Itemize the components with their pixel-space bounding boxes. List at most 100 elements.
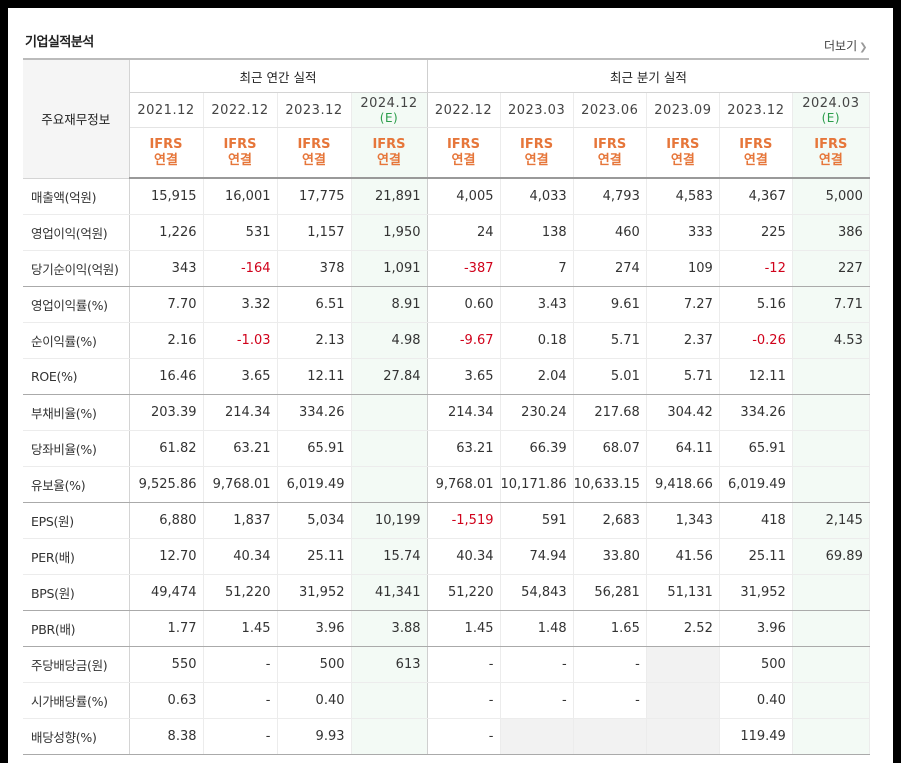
period-header: 2023.06	[573, 92, 647, 128]
table-cell: 109	[646, 250, 720, 287]
more-label: 더보기	[824, 39, 858, 53]
table-cell	[573, 718, 647, 755]
table-row: EPS(원) 6,880 1,837 5,034 10,199 -1,519 591 2,68…	[23, 502, 870, 539]
period-header: 2023.12	[277, 92, 352, 128]
table-cell: 3.32	[203, 286, 278, 323]
table-cell: -164	[203, 250, 278, 287]
table-cell: 0.18	[500, 322, 574, 359]
period-label: 2023.12	[727, 102, 785, 118]
row-label: 매출액(억원)	[23, 178, 130, 215]
row-label: 영업이익(억원)	[23, 214, 130, 251]
table-cell: 15,915	[129, 178, 204, 215]
table-cell: 6,019.49	[277, 466, 352, 503]
table-cell	[646, 718, 720, 755]
table-cell: 2,683	[573, 502, 647, 539]
table-cell: 378	[277, 250, 352, 287]
estimate-marker: (E)	[379, 110, 399, 125]
standard-consolidated: 연결	[743, 152, 768, 168]
more-link[interactable]: 더보기 ❯	[824, 37, 868, 54]
table-cell: 12.11	[719, 358, 793, 395]
table-cell: 3.43	[500, 286, 574, 323]
table-row: 순이익률(%) 2.16 -1.03 2.13 4.98 -9.67 0.18 5.71 2.3…	[23, 322, 870, 359]
table-cell: 3.96	[277, 610, 352, 647]
standard-consolidated: 연결	[818, 152, 843, 168]
table-cell: 386	[792, 214, 870, 251]
table-cell: 1,950	[351, 214, 428, 251]
standard-ifrs: IFRS	[149, 136, 183, 152]
table-cell: 203.39	[129, 394, 204, 431]
table-cell	[646, 646, 720, 683]
row-label: EPS(원)	[23, 502, 130, 539]
table-cell: 4,793	[573, 178, 647, 215]
table-cell: 66.39	[500, 430, 574, 467]
table-cell: -1.03	[203, 322, 278, 359]
table-cell: 51,131	[646, 574, 720, 611]
table-cell: 227	[792, 250, 870, 287]
row-label: PER(배)	[23, 538, 130, 575]
row-label: BPS(원)	[23, 574, 130, 611]
table-cell: 49,474	[129, 574, 204, 611]
row-label: PBR(배)	[23, 610, 130, 647]
table-cell: 9.61	[573, 286, 647, 323]
accounting-standard: IFRS 연결	[129, 127, 204, 179]
table-cell: 460	[573, 214, 647, 251]
table-cell: 138	[500, 214, 574, 251]
table-row: 영업이익률(%) 7.70 3.32 6.51 8.91 0.60 3.43 9.61 7.27…	[23, 286, 870, 323]
table-cell: 7.70	[129, 286, 204, 323]
table-cell: 61.82	[129, 430, 204, 467]
table-cell	[792, 574, 870, 611]
table-cell: 214.34	[427, 394, 501, 431]
chevron-right-icon: ❯	[859, 42, 868, 53]
table-cell: 333	[646, 214, 720, 251]
table-cell: 21,891	[351, 178, 428, 215]
period-header: 2024.12 (E)	[351, 92, 428, 128]
table-cell: 12.70	[129, 538, 204, 575]
table-cell: 5.01	[573, 358, 647, 395]
financial-summary-panel: 기업실적분석 더보기 ❯ 주요재무정보 최근 연간 실적 최근 분기 실적 202…	[8, 8, 893, 763]
table-cell: 7	[500, 250, 574, 287]
row-label: 당기순이익(억원)	[23, 250, 130, 287]
table-cell: 15.74	[351, 538, 428, 575]
table-cell: 31,952	[277, 574, 352, 611]
table-cell: 6,019.49	[719, 466, 793, 503]
table-cell: 418	[719, 502, 793, 539]
standard-ifrs: IFRS	[666, 136, 700, 152]
table-cell: 5.71	[573, 322, 647, 359]
table-cell: 1,837	[203, 502, 278, 539]
table-cell: 3.96	[719, 610, 793, 647]
table-row: 당좌비율(%) 61.82 63.21 65.91 63.21 66.39 68.07 64.…	[23, 430, 870, 467]
table-cell: 33.80	[573, 538, 647, 575]
row-label: ROE(%)	[23, 358, 130, 395]
accounting-standard: IFRS 연결	[719, 127, 793, 179]
table-cell: 274	[573, 250, 647, 287]
table-cell: -	[427, 646, 501, 683]
period-header: 2023.12	[719, 92, 793, 128]
table-cell	[792, 394, 870, 431]
standard-ifrs: IFRS	[223, 136, 257, 152]
table-cell: 9,418.66	[646, 466, 720, 503]
table-cell: 65.91	[277, 430, 352, 467]
table-row: ROE(%) 16.46 3.65 12.11 27.84 3.65 2.04 5.01 5.7…	[23, 358, 870, 395]
table-cell: 1,343	[646, 502, 720, 539]
table-cell	[792, 682, 870, 719]
accounting-standard: IFRS 연결	[573, 127, 647, 179]
table-cell: 119.49	[719, 718, 793, 755]
table-cell: 1.65	[573, 610, 647, 647]
standard-consolidated: 연결	[451, 152, 476, 168]
table-cell: 550	[129, 646, 204, 683]
table-row: 부채비율(%) 203.39 214.34 334.26 214.34 230.24 217…	[23, 394, 870, 431]
table-cell: -	[573, 646, 647, 683]
table-cell: 1,157	[277, 214, 352, 251]
table-cell: 0.40	[719, 682, 793, 719]
table-cell	[792, 610, 870, 647]
table-cell: -	[427, 718, 501, 755]
table-cell: 65.91	[719, 430, 793, 467]
table-cell: 9.93	[277, 718, 352, 755]
column-header-label: 주요재무정보	[23, 58, 130, 179]
table-cell	[351, 466, 428, 503]
table-cell	[646, 682, 720, 719]
table-cell: 63.21	[427, 430, 501, 467]
table-cell: 4,005	[427, 178, 501, 215]
table-cell: 10,633.15	[573, 466, 647, 503]
row-label: 순이익률(%)	[23, 322, 130, 359]
